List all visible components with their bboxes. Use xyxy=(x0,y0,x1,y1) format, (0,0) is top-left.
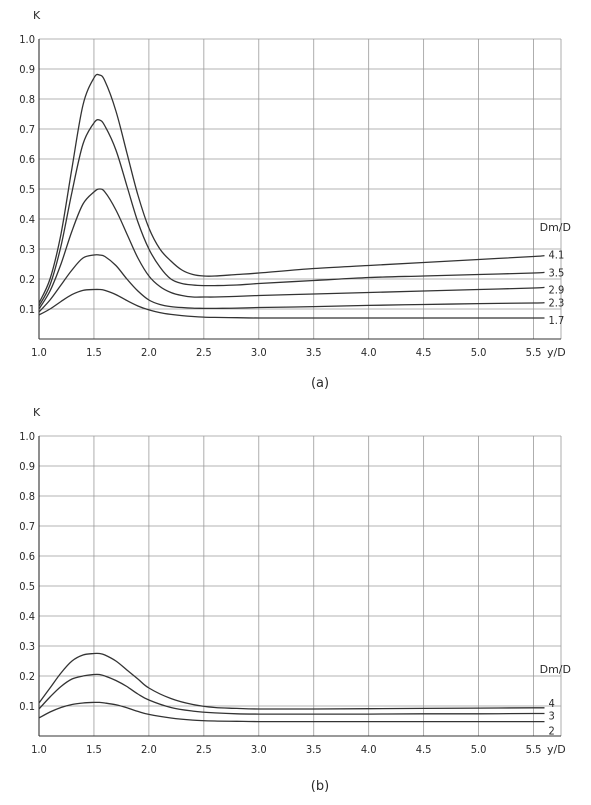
y-tick-label: 0.2 xyxy=(19,273,35,286)
chart-caption: (b) xyxy=(311,779,329,794)
y-tick-label: 0.3 xyxy=(19,243,35,256)
series-label-3.5: 3.5 xyxy=(549,266,565,279)
gridlines xyxy=(39,435,562,736)
series-line-4.1 xyxy=(38,73,545,304)
y-tick-label: 0.1 xyxy=(19,303,35,316)
series-label-2.3: 2.3 xyxy=(549,297,565,310)
series-line-2 xyxy=(38,701,545,723)
x-tick-label: 4.0 xyxy=(361,743,377,756)
y-tick-label: 0.8 xyxy=(19,93,35,106)
x-tick-label: 1.5 xyxy=(86,346,102,359)
y-tick-label: 0.9 xyxy=(19,460,35,473)
series-label-4.1: 4.1 xyxy=(549,249,565,262)
x-tick-label: 3.0 xyxy=(251,346,267,359)
chart-a: 0.1 0.2 0.3 0.4 0.5 0.6 0.7 0.8 0.9 1.0 1.0 1.5 2.0 2… xyxy=(19,9,571,391)
legend-title: Dm/D xyxy=(540,663,571,676)
series-label-4: 4 xyxy=(549,697,555,710)
x-tick-label: 2.0 xyxy=(141,346,157,359)
x-tick-label: 4.5 xyxy=(416,743,432,756)
series-line-1.7 xyxy=(38,288,545,319)
y-tick-label: 0.5 xyxy=(19,183,35,196)
x-tick-label: 1.5 xyxy=(86,743,102,756)
x-tick-label: 5.0 xyxy=(471,346,487,359)
series-label-3: 3 xyxy=(549,710,555,723)
series-line-4 xyxy=(38,652,545,710)
y-tick-label: 0.7 xyxy=(19,123,35,136)
gridlines xyxy=(39,38,562,339)
series-line-2.3 xyxy=(38,254,545,313)
x-axis-label: y/D xyxy=(547,743,566,756)
y-axis-label: K xyxy=(33,406,41,419)
y-tick-label: 0.4 xyxy=(19,213,35,226)
y-tick-label: 0.4 xyxy=(19,610,35,623)
series-label-2.9: 2.9 xyxy=(549,283,565,296)
y-tick-label: 0.6 xyxy=(19,550,35,563)
x-tick-label: 1.0 xyxy=(31,743,47,756)
y-tick-label: 0.2 xyxy=(19,670,35,683)
y-tick-label: 0.3 xyxy=(19,640,35,653)
x-tick-label: 2.5 xyxy=(196,743,212,756)
x-tick-label: 5.5 xyxy=(526,346,542,359)
y-tick-label: 0.5 xyxy=(19,580,35,593)
series-line-2.9 xyxy=(38,188,545,310)
y-axis-label: K xyxy=(33,9,41,22)
series-label-1.7: 1.7 xyxy=(549,314,565,327)
series-label-2: 2 xyxy=(549,725,555,738)
x-tick-label: 5.5 xyxy=(526,743,542,756)
series-line-3.5 xyxy=(38,119,545,307)
legend-title: Dm/D xyxy=(540,221,571,234)
y-tick-label: 0.9 xyxy=(19,63,35,76)
chart-caption: (a) xyxy=(311,376,329,391)
chart-b: 0.1 0.2 0.3 0.4 0.5 0.6 0.7 0.8 0.9 1.0 1.0 1.5 2.0 2… xyxy=(19,406,571,794)
x-tick-label: 3.5 xyxy=(306,346,322,359)
y-tick-label: 0.8 xyxy=(19,490,35,503)
y-tick-label: 0.1 xyxy=(19,700,35,713)
x-tick-label: 4.0 xyxy=(361,346,377,359)
y-tick-label: 1.0 xyxy=(19,430,35,443)
x-tick-label: 5.0 xyxy=(471,743,487,756)
y-tick-label: 0.7 xyxy=(19,520,35,533)
x-tick-label: 3.0 xyxy=(251,743,267,756)
x-tick-label: 4.5 xyxy=(416,346,432,359)
y-tick-label: 1.0 xyxy=(19,33,35,46)
x-tick-label: 2.0 xyxy=(141,743,157,756)
x-tick-label: 1.0 xyxy=(31,346,47,359)
x-axis-label: y/D xyxy=(547,346,566,359)
x-tick-label: 2.5 xyxy=(196,346,212,359)
y-tick-label: 0.6 xyxy=(19,153,35,166)
x-tick-label: 3.5 xyxy=(306,743,322,756)
series-line-3 xyxy=(38,673,545,715)
